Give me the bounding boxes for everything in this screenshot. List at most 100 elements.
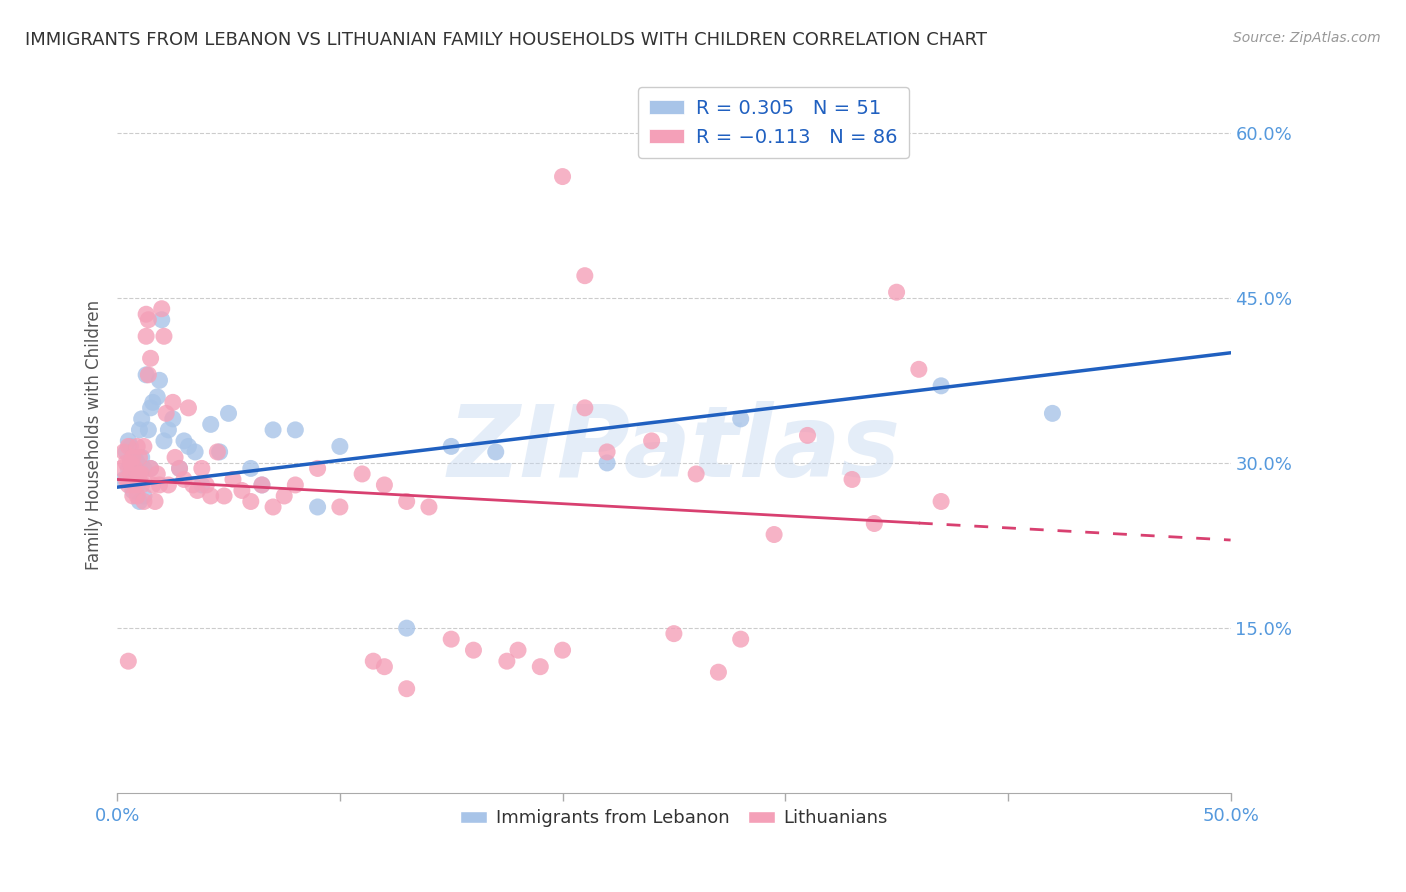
Point (685, 467, 707, 481)
Point (207, 445, 229, 459)
Point (128, 450, 150, 465)
Point (284, 478, 307, 492)
Point (169, 461, 191, 475)
Point (150, 312, 173, 326)
Point (150, 301, 173, 316)
Point (139, 461, 162, 475)
Point (120, 456, 142, 470)
Point (181, 478, 204, 492)
Point (222, 473, 245, 487)
Point (640, 434, 662, 448)
Point (162, 395, 184, 409)
Point (763, 527, 786, 541)
Point (128, 461, 150, 475)
Point (574, 401, 596, 415)
Point (127, 439, 149, 453)
Point (139, 351, 162, 366)
Point (200, 417, 222, 432)
Point (124, 461, 146, 475)
Point (127, 478, 149, 492)
Point (131, 478, 153, 492)
Point (139, 401, 162, 415)
Text: ZIPatlas: ZIPatlas (447, 401, 900, 499)
Point (117, 439, 139, 453)
Legend: Immigrants from Lebanon, Lithuanians: Immigrants from Lebanon, Lithuanians (453, 802, 896, 834)
Point (273, 489, 295, 503)
Point (929, 379, 952, 393)
Point (551, 643, 574, 657)
Point (153, 329, 176, 343)
Text: Source: ZipAtlas.com: Source: ZipAtlas.com (1233, 31, 1381, 45)
Point (128, 423, 150, 437)
Point (195, 478, 218, 492)
Point (1042, 406, 1064, 420)
Point (127, 489, 149, 503)
Point (115, 445, 138, 459)
Point (148, 373, 170, 387)
Point (506, 643, 529, 657)
Point (153, 434, 176, 448)
Point (138, 368, 160, 382)
Point (131, 450, 153, 465)
Point (250, 478, 273, 492)
Point (165, 450, 187, 465)
Point (117, 654, 139, 668)
Point (132, 461, 155, 475)
Point (373, 659, 395, 673)
Text: IMMIGRANTS FROM LEBANON VS LITHUANIAN FAMILY HOUSEHOLDS WITH CHILDREN CORRELATIO: IMMIGRANTS FROM LEBANON VS LITHUANIAN FA… (25, 31, 987, 49)
Point (139, 461, 162, 475)
Point (707, 665, 730, 680)
Point (121, 450, 143, 465)
Point (361, 654, 384, 668)
Point (191, 461, 214, 475)
Point (373, 478, 395, 492)
Point (191, 478, 214, 492)
Point (115, 473, 138, 487)
Point (111, 461, 134, 475)
Point (863, 516, 886, 531)
Point (173, 434, 195, 448)
Point (395, 681, 418, 696)
Point (485, 445, 508, 459)
Point (124, 450, 146, 465)
Point (730, 632, 752, 647)
Point (112, 473, 135, 487)
Point (730, 412, 752, 426)
Point (177, 439, 200, 453)
Point (162, 412, 184, 426)
Point (124, 473, 146, 487)
Point (177, 401, 200, 415)
Point (262, 423, 284, 437)
Point (155, 406, 177, 420)
Point (186, 483, 208, 498)
Point (212, 489, 235, 503)
Point (115, 456, 138, 470)
Point (529, 659, 551, 673)
Point (200, 489, 222, 503)
Point (135, 307, 157, 321)
Point (142, 395, 165, 409)
Point (120, 467, 142, 481)
Point (120, 439, 142, 453)
Point (551, 169, 574, 184)
Point (132, 489, 155, 503)
Point (596, 445, 619, 459)
Point (132, 494, 155, 508)
Point (128, 494, 150, 508)
Point (124, 478, 146, 492)
Point (908, 362, 931, 376)
Point (143, 494, 166, 508)
Point (184, 445, 207, 459)
Point (120, 456, 142, 470)
Point (132, 439, 155, 453)
Point (262, 500, 284, 514)
Point (307, 461, 329, 475)
Point (117, 478, 139, 492)
Point (418, 500, 440, 514)
Point (117, 434, 139, 448)
Point (307, 500, 329, 514)
Point (218, 406, 240, 420)
Point (496, 654, 519, 668)
Point (208, 445, 231, 459)
Point (886, 285, 908, 300)
